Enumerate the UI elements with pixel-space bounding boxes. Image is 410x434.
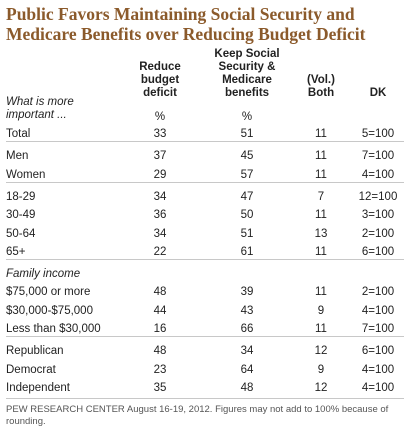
cell-value: 39	[240, 286, 254, 299]
row-label: Less than $30,000	[6, 323, 101, 335]
cell-value: 51	[240, 227, 254, 240]
cell-value: 7=100	[361, 323, 395, 335]
unit: %	[241, 111, 253, 123]
row-label: Men	[6, 150, 29, 163]
cell-value: 5=100	[361, 128, 395, 140]
cell-value: 4=100	[361, 363, 395, 376]
cell-value: 50	[240, 209, 254, 222]
cell-value: 16	[153, 323, 167, 335]
cell-value: 7	[317, 190, 325, 203]
cell-value: 7=100	[361, 150, 395, 163]
row-label: Total	[6, 128, 31, 140]
cell-value: 11	[315, 150, 327, 163]
cell-value: 48	[153, 345, 167, 358]
cell-value: 34	[153, 190, 167, 203]
cell-value: 48	[240, 381, 254, 394]
cell-value: 34	[153, 227, 167, 240]
cell-value: 3=100	[361, 209, 395, 222]
cell-value: 6=100	[361, 245, 395, 258]
cell-value: 9	[317, 363, 325, 376]
section-heading: Family income	[6, 268, 81, 281]
cell-value: 61	[240, 245, 254, 258]
row-label: Republican	[6, 345, 64, 358]
row-label: 30-49	[6, 209, 36, 222]
cell-value: 11	[315, 323, 327, 335]
row-label: 50-64	[6, 227, 36, 240]
cell-value: 11	[315, 245, 327, 258]
cell-value: 13	[314, 227, 328, 240]
cell-value: 35	[153, 381, 167, 394]
column-header: DK	[369, 87, 387, 99]
row-label: 18-29	[6, 190, 36, 203]
title-line: Public Favors Maintaining Social Securit…	[6, 4, 355, 24]
cell-value: 36	[153, 209, 167, 222]
cell-value: 23	[153, 363, 167, 376]
unit: %	[154, 111, 166, 123]
cell-value: 48	[153, 286, 167, 299]
footnote: PEW RESEARCH CENTER August 16-19, 2012. …	[6, 404, 389, 427]
row-label: Democrat	[6, 363, 56, 376]
cell-value: 57	[240, 168, 254, 181]
separator	[6, 141, 404, 143]
separator	[6, 259, 404, 261]
row-label: Women	[6, 168, 46, 181]
title: Public Favors Maintaining Social Securit…	[6, 4, 406, 44]
cell-value: 11	[315, 128, 327, 140]
cell-value: 33	[153, 128, 167, 140]
separator	[6, 336, 404, 338]
cell-value: 9	[317, 304, 325, 317]
cell-value: 12	[314, 381, 328, 394]
separator	[6, 181, 404, 183]
cell-value: 2=100	[361, 286, 395, 299]
row-label: Independent	[6, 381, 70, 394]
column-header: (Vol.) Both	[307, 74, 335, 99]
question: What is more important ...	[6, 96, 74, 121]
cell-value: 12	[314, 345, 328, 358]
column-header: Reduce budget deficit	[139, 61, 181, 99]
cell-value: 4=100	[361, 304, 395, 317]
cell-value: 2=100	[361, 227, 395, 240]
title-line: Medicare Benefits over Reducing Budget D…	[6, 24, 366, 44]
row-label: 65+	[6, 245, 26, 258]
cell-value: 51	[240, 128, 254, 140]
row-label: $30,000-$75,000	[6, 304, 93, 317]
cell-value: 44	[153, 304, 167, 317]
cell-value: 64	[240, 363, 254, 376]
column-header: Keep Social Security & Medicare benefits	[214, 48, 280, 99]
cell-value: 45	[240, 150, 254, 163]
cell-value: 4=100	[361, 168, 395, 181]
cell-value: 11	[315, 286, 327, 299]
cell-value: 43	[240, 304, 254, 317]
cell-value: 11	[315, 168, 327, 181]
cell-value: 34	[240, 345, 254, 358]
row-label: $75,000 or more	[6, 286, 91, 299]
cell-value: 6=100	[361, 345, 395, 358]
cell-value: 37	[153, 150, 167, 163]
cell-value: 29	[153, 168, 167, 181]
cell-value: 22	[153, 245, 167, 258]
cell-value: 4=100	[361, 381, 395, 394]
cell-value: 12=100	[358, 190, 398, 203]
cell-value: 47	[240, 190, 254, 203]
cell-value: 66	[240, 323, 254, 335]
cell-value: 11	[315, 209, 327, 222]
separator	[6, 398, 404, 400]
